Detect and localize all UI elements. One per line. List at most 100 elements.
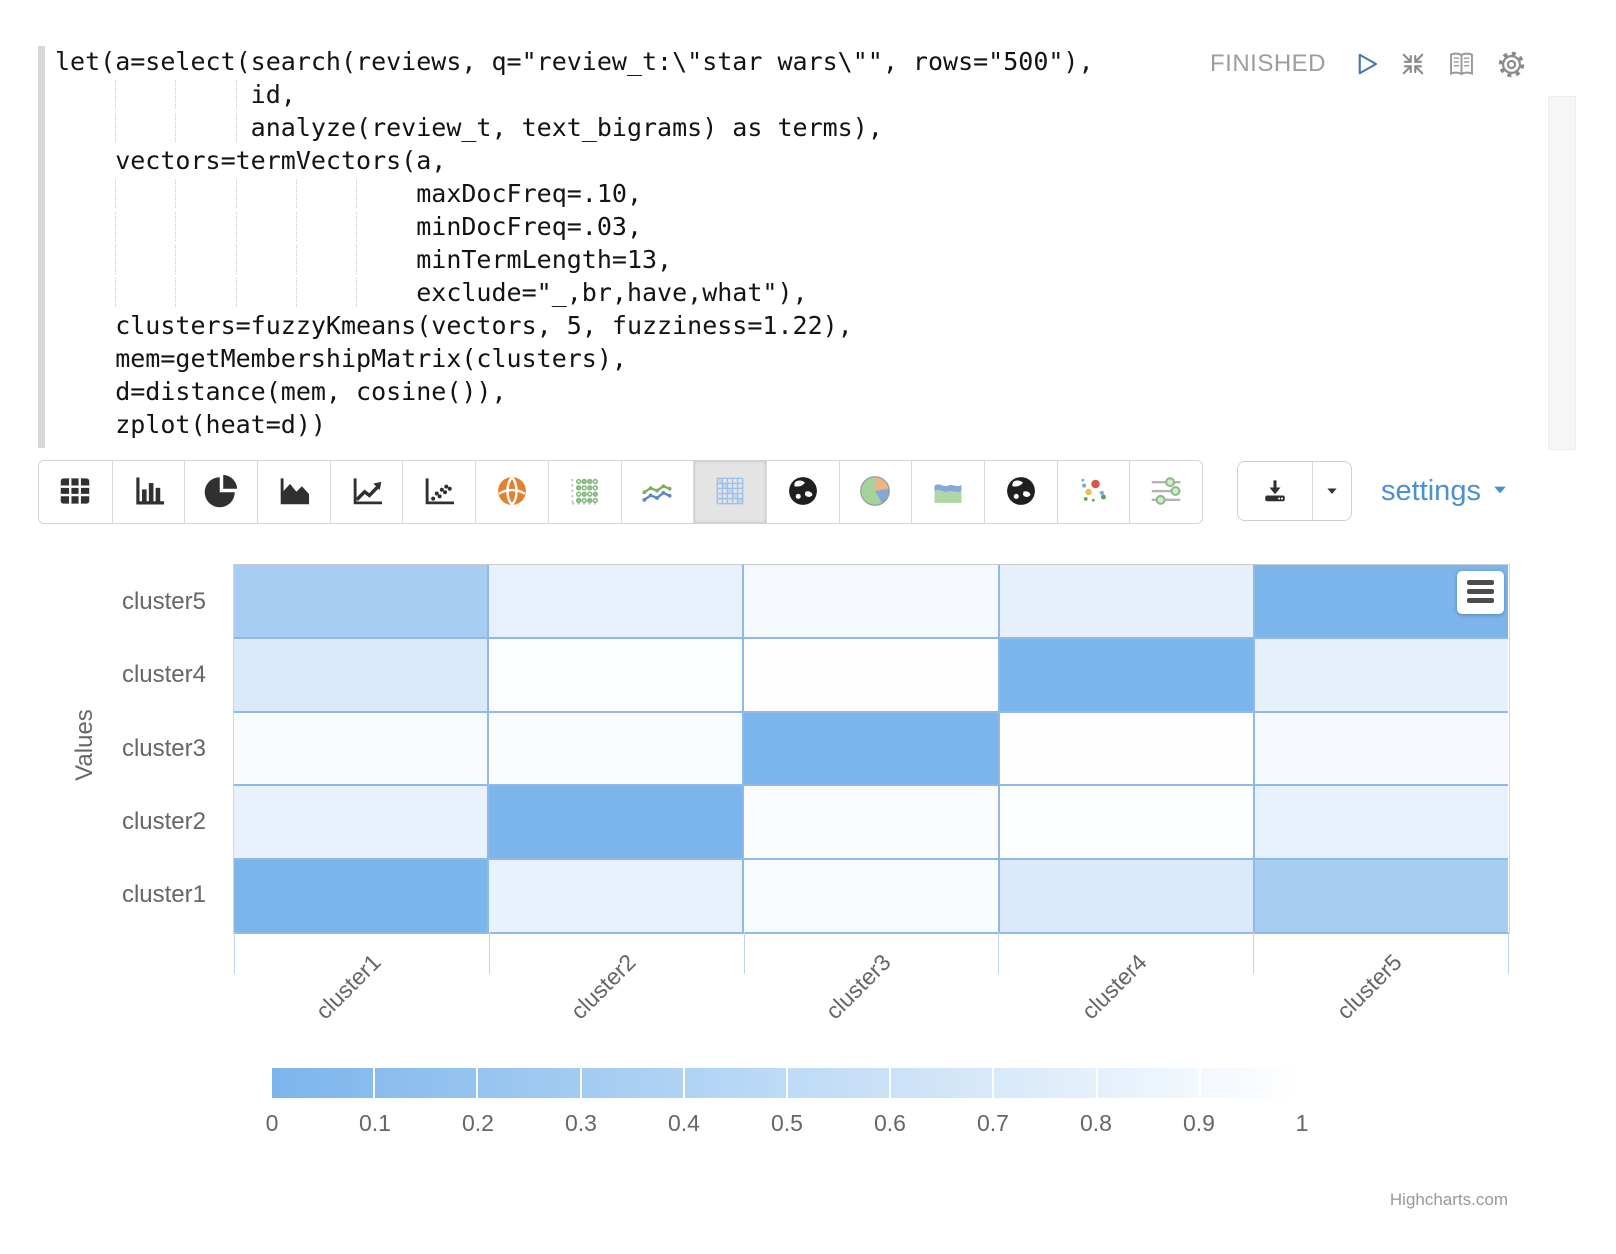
heatmap-cell[interactable] (234, 638, 488, 711)
x-axis-label: cluster3 (820, 948, 897, 1025)
chart-type-area-chart-icon[interactable] (257, 461, 330, 523)
x-axis-label: cluster5 (1331, 948, 1407, 1025)
chart-type-globe-dark-icon[interactable] (765, 461, 839, 523)
indent-guide (295, 278, 297, 307)
heatmap-cell[interactable] (744, 638, 998, 711)
indent-guide (235, 278, 237, 307)
indent-guide (115, 278, 117, 307)
indent-guide (295, 212, 297, 241)
multi-line-chart-icon (638, 472, 676, 513)
area-color-icon (929, 472, 967, 513)
dot-matrix-icon (566, 472, 604, 513)
heatmap-cell[interactable] (489, 712, 743, 785)
gear-icon[interactable] (1495, 48, 1528, 81)
heatmap-cell[interactable] (234, 860, 488, 932)
chart-type-pie-chart-icon[interactable] (184, 461, 258, 523)
color-axis-legend (272, 1068, 1303, 1098)
chart-type-scatter-chart-icon[interactable] (402, 461, 476, 523)
heatmap-cell[interactable] (1254, 786, 1508, 859)
heatmap-cell[interactable] (744, 565, 998, 637)
chart-type-multi-line-chart-icon[interactable] (620, 461, 694, 523)
heatmap-cell[interactable] (999, 786, 1253, 859)
y-axis-label: cluster1 (121, 881, 206, 909)
chart-type-pie-color-icon[interactable] (838, 461, 912, 523)
download-button[interactable] (1238, 462, 1312, 520)
plot-border (233, 564, 1510, 934)
heatmap-cell[interactable] (1254, 638, 1508, 711)
x-axis-tick (234, 932, 235, 974)
indent-guide (175, 212, 177, 241)
code-line: id, (55, 80, 296, 109)
settings-label: settings (1381, 474, 1481, 507)
heatmap-cell[interactable] (1254, 860, 1508, 932)
x-axis-tick (1508, 932, 1509, 974)
chart-context-menu-button[interactable] (1457, 571, 1504, 614)
parallel-sliders-icon (1147, 472, 1185, 513)
heatmap-cell[interactable] (489, 860, 743, 932)
download-caret-button[interactable] (1312, 462, 1351, 520)
chart-type-globe-dark-icon[interactable] (983, 461, 1057, 523)
book-icon[interactable] (1445, 48, 1478, 81)
code-line: minDocFreq=.03, (55, 212, 642, 241)
indent-guide (115, 179, 117, 208)
editor-scrollbar[interactable] (1548, 96, 1576, 450)
heatmap-cell[interactable] (999, 638, 1253, 711)
chart-type-buttons (38, 460, 1203, 524)
code-line: exclude="_,br,have,what"), (55, 278, 808, 307)
chart-type-table-icon[interactable] (39, 461, 112, 523)
indent-guide (235, 80, 237, 109)
chevron-down-icon (1490, 475, 1510, 508)
chart-type-area-color-icon[interactable] (911, 461, 984, 523)
code-line: maxDocFreq=.10, (55, 179, 642, 208)
indent-guide (115, 113, 117, 142)
legend-tick-label: 0.3 (565, 1110, 597, 1136)
x-axis-tick (998, 932, 1000, 974)
chart-type-line-chart-icon[interactable] (329, 461, 403, 523)
legend-tick-label: 0.7 (977, 1110, 1009, 1136)
heatmap-cell[interactable] (999, 860, 1253, 932)
paragraph-controls: FINISHED (1210, 46, 1528, 82)
run-icon[interactable] (1351, 49, 1381, 79)
indent-guide (235, 212, 237, 241)
heatmap-cell[interactable] (234, 565, 488, 637)
heatmap-cell[interactable] (999, 712, 1253, 785)
chart-type-heatmap-icon[interactable] (693, 461, 766, 523)
legend-gradient-segment (1200, 1068, 1303, 1098)
x-axis-tick (1253, 932, 1255, 974)
chart-type-globe-orange-icon[interactable] (475, 461, 548, 523)
heatmap-cell[interactable] (489, 638, 743, 711)
legend-tick-label: 1 (1295, 1110, 1309, 1136)
code-line: mem=getMembershipMatrix(clusters), (55, 344, 627, 373)
code-line: let(a=select(search(reviews, q="review_t… (55, 47, 1094, 76)
heatmap-cell[interactable] (999, 565, 1253, 637)
indent-guide (356, 212, 358, 241)
legend-gradient-segment (994, 1068, 1098, 1098)
area-chart-icon (275, 472, 313, 513)
indent-guide (235, 245, 237, 274)
pie-chart-icon (202, 472, 240, 513)
highcharts-credit[interactable]: Highcharts.com (1389, 1190, 1508, 1209)
chart-type-scatter-color-icon[interactable] (1056, 461, 1130, 523)
globe-orange-icon (493, 472, 531, 513)
status-badge: FINISHED (1209, 50, 1326, 77)
code-editor[interactable]: let(a=select(search(reviews, q="review_t… (55, 45, 1535, 441)
legend-tick-label: 0.6 (874, 1110, 906, 1136)
heatmap-cell[interactable] (234, 786, 488, 859)
heatmap-cell[interactable] (1254, 712, 1508, 785)
heatmap-cell[interactable] (234, 712, 488, 785)
chart-type-dot-matrix-icon[interactable] (547, 461, 621, 523)
heatmap-cell[interactable] (744, 786, 998, 859)
indent-guide (175, 245, 177, 274)
heatmap-cell[interactable] (489, 565, 743, 637)
legend-gradient-segment (1097, 1068, 1201, 1098)
heatmap-cell[interactable] (744, 860, 998, 932)
indent-guide (235, 113, 237, 142)
heatmap-cell[interactable] (744, 712, 998, 785)
collapse-icon[interactable] (1398, 49, 1428, 79)
scatter-chart-icon (420, 472, 458, 513)
download-group (1237, 461, 1352, 521)
heatmap-cell[interactable] (489, 786, 743, 859)
chart-type-bar-chart-icon[interactable] (111, 461, 185, 523)
settings-toggle[interactable]: settings (1381, 468, 1510, 514)
chart-type-parallel-sliders-icon[interactable] (1129, 461, 1202, 523)
